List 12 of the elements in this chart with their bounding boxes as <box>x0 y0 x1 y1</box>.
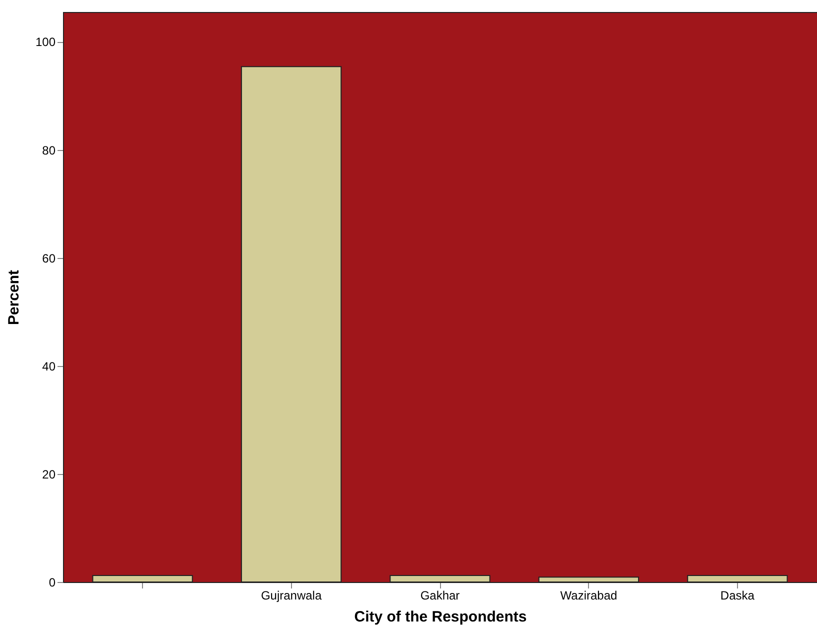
y-tick-label: 100 <box>35 35 56 50</box>
x-tick-label: Gujranwala <box>260 588 322 602</box>
y-tick-label: 60 <box>42 251 56 266</box>
y-axis-title: Percent <box>5 270 22 326</box>
y-tick-label: 80 <box>42 143 56 158</box>
x-tick-label: Wazirabad <box>560 588 618 602</box>
x-tick-label: Gakhar <box>420 588 460 602</box>
x-axis-title: City of the Respondents <box>354 608 527 626</box>
x-tick-label: Daska <box>720 588 755 602</box>
y-tick-label: 20 <box>42 467 56 482</box>
y-tick-label: 40 <box>42 359 56 374</box>
y-tick-label: 0 <box>48 576 56 590</box>
